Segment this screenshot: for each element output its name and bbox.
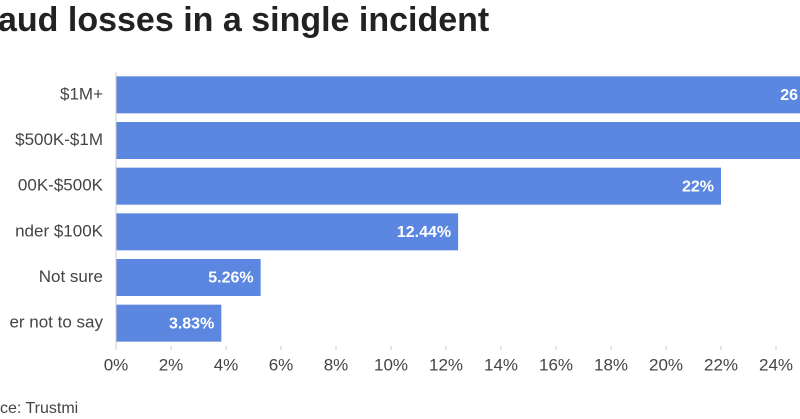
category-label: nder $100K — [15, 221, 104, 240]
bar — [116, 167, 721, 205]
x-tick-label: 24% — [759, 355, 793, 374]
bar — [116, 122, 800, 159]
x-tick-label: 2% — [159, 355, 184, 374]
category-label: Not sure — [39, 267, 103, 286]
bar — [116, 259, 261, 296]
x-tick-label: 0% — [104, 355, 129, 374]
x-tick-label: 8% — [324, 355, 349, 374]
x-tick-label: 22% — [704, 355, 738, 374]
x-tick-label: 12% — [429, 355, 463, 374]
category-label: er not to say — [9, 313, 103, 332]
category-label: $1M+ — [60, 84, 103, 103]
x-tick-label: 20% — [649, 355, 683, 374]
category-label: $500K-$1M — [15, 130, 103, 149]
x-tick-label: 16% — [539, 355, 573, 374]
x-tick-label: 10% — [374, 355, 408, 374]
value-label: 22% — [682, 178, 714, 195]
value-label: 3.83% — [169, 315, 214, 332]
value-label: 26 — [780, 87, 798, 104]
bar — [116, 213, 459, 251]
chart-title: aud losses in a single incident — [0, 1, 489, 39]
value-label: 12.44% — [397, 224, 451, 241]
x-tick-label: 14% — [484, 355, 518, 374]
category-label: 00K-$500K — [18, 176, 104, 195]
source: ce: Trustmi — [0, 400, 78, 417]
bar — [116, 76, 800, 114]
x-tick-label: 4% — [214, 355, 239, 374]
x-tick-label: 6% — [269, 355, 294, 374]
x-tick-label: 18% — [594, 355, 628, 374]
bar — [116, 304, 222, 342]
value-label: 5.26% — [208, 270, 253, 287]
